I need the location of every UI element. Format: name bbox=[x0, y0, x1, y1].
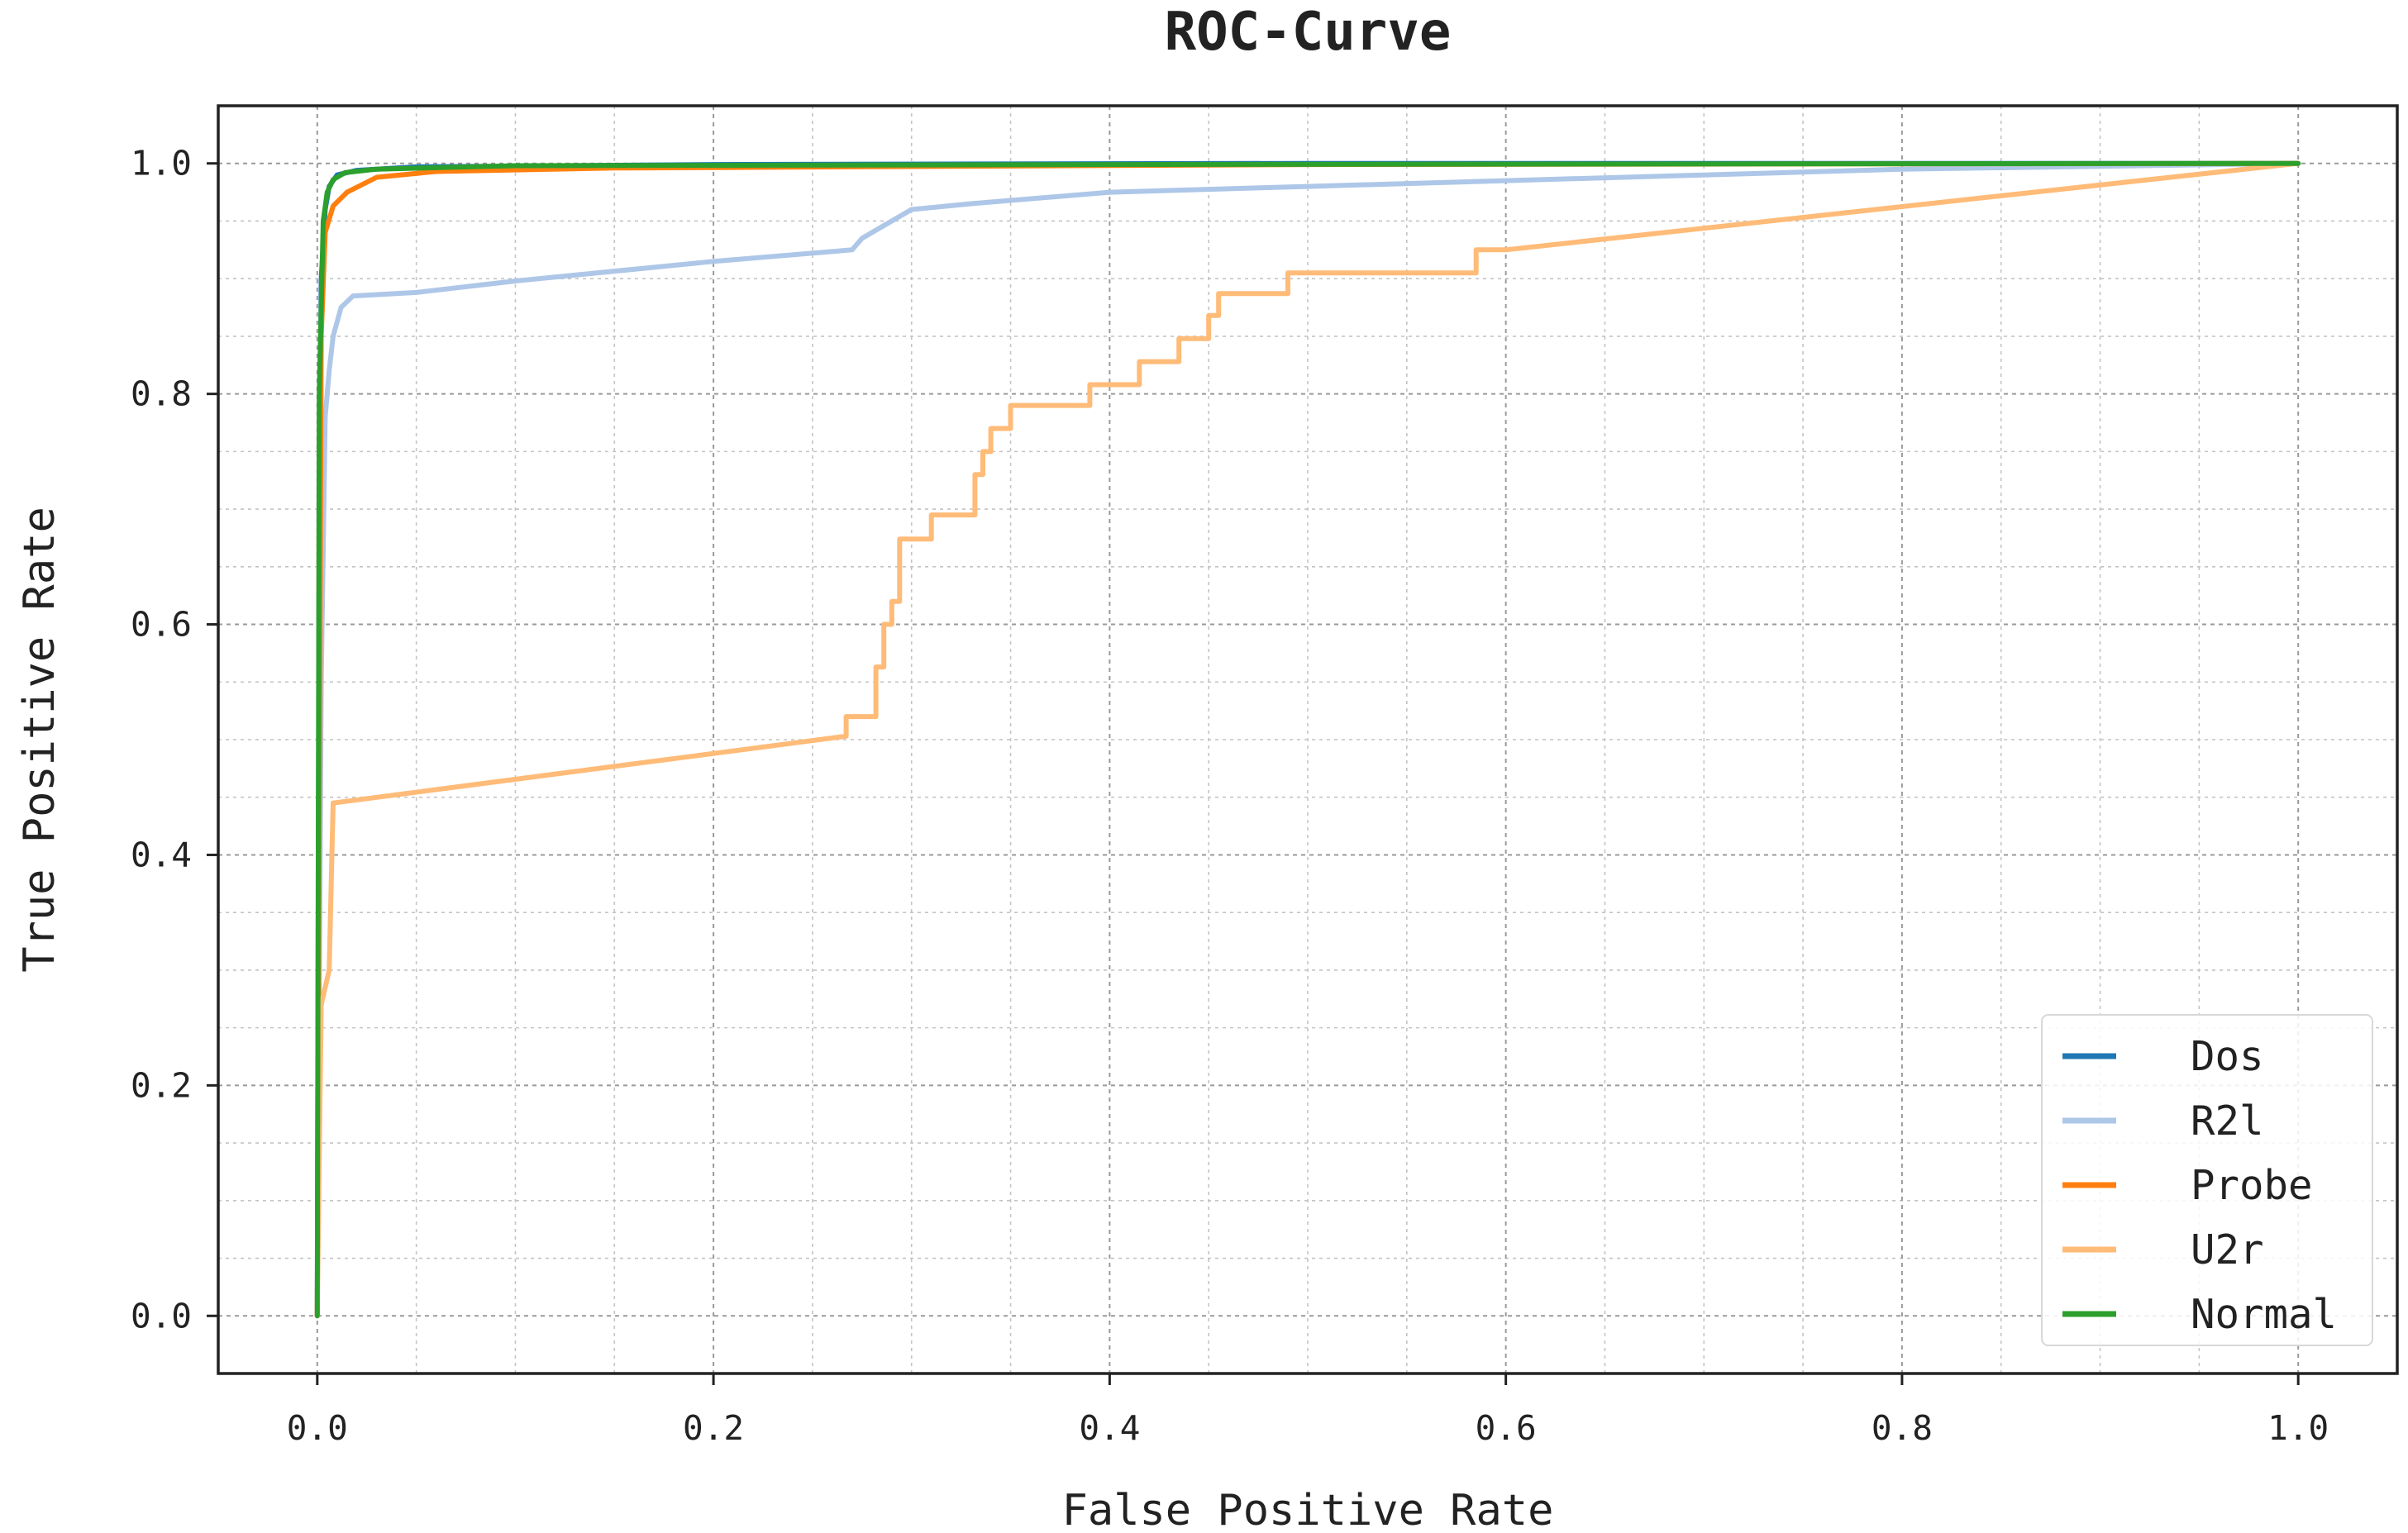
x-tick-label: 0.8 bbox=[1872, 1408, 1933, 1448]
y-tick-label: 0.2 bbox=[131, 1065, 192, 1105]
legend-label-normal: Normal bbox=[2191, 1291, 2337, 1338]
x-tick-label: 0.0 bbox=[287, 1408, 348, 1448]
plot-frame bbox=[217, 104, 2399, 1375]
series-line-normal bbox=[314, 160, 2301, 1319]
series-line-r2l bbox=[314, 160, 2301, 1319]
grid bbox=[218, 106, 2397, 1374]
x-ticks: 0.0 0.2 0.4 0.6 0.8 1.0 bbox=[287, 1374, 2329, 1448]
legend-box bbox=[2041, 1014, 2373, 1346]
legend: Dos R2l Probe U2r Normal bbox=[2041, 1014, 2373, 1346]
x-tick-label: 0.4 bbox=[1079, 1408, 1140, 1448]
y-tick-label: 0.8 bbox=[131, 374, 192, 414]
chart-title: ROC-Curve bbox=[1165, 2, 1452, 63]
legend-label-probe: Probe bbox=[2191, 1162, 2313, 1209]
x-axis-label: False Positive Rate bbox=[1062, 1486, 1554, 1533]
y-tick-label: 0.4 bbox=[131, 835, 192, 874]
series-line-u2r bbox=[314, 160, 2301, 1319]
x-tick-label: 0.6 bbox=[1476, 1408, 1537, 1448]
y-tick-label: 0.0 bbox=[131, 1296, 192, 1335]
x-tick-label: 1.0 bbox=[2267, 1408, 2329, 1448]
series-lines bbox=[314, 160, 2301, 1319]
y-ticks: 0.0 0.2 0.4 0.6 0.8 1.0 bbox=[131, 144, 218, 1335]
legend-label-dos: Dos bbox=[2191, 1033, 2264, 1080]
y-axis-label: True Positive Rate bbox=[15, 507, 64, 973]
legend-items: Dos R2l Probe U2r Normal bbox=[2062, 1033, 2337, 1338]
x-tick-label: 0.2 bbox=[683, 1408, 744, 1448]
y-tick-label: 0.6 bbox=[131, 605, 192, 645]
y-tick-label: 1.0 bbox=[131, 144, 192, 183]
legend-label-u2r: U2r bbox=[2191, 1226, 2264, 1274]
legend-label-r2l: R2l bbox=[2191, 1097, 2264, 1145]
